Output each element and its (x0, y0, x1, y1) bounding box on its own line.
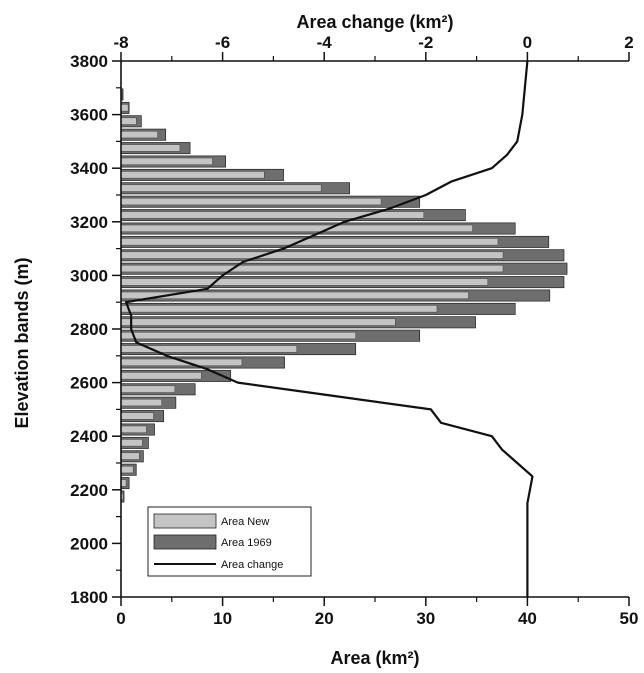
top-tick-label: -4 (317, 33, 333, 52)
bar-area-new (120, 439, 143, 447)
y-tick-label: 3600 (70, 106, 108, 125)
bar-area-new (120, 318, 396, 326)
legend-label-area-1969: Area 1969 (221, 537, 272, 549)
y-axis-title: Elevation bands (m) (12, 257, 32, 428)
legend-label-area-change: Area change (221, 559, 283, 571)
y-tick-label: 2600 (70, 374, 108, 393)
bar-area-new (120, 465, 134, 474)
bar-area-new (120, 144, 181, 152)
bar-area-new (120, 251, 504, 259)
bar-area-new (120, 264, 504, 273)
top-tick-label: -8 (113, 33, 128, 52)
bottom-axis-title: Area (km²) (330, 648, 419, 668)
bottom-tick-label: 0 (116, 609, 125, 628)
top-tick-label: 0 (523, 33, 532, 52)
legend-swatch-area-new (153, 513, 217, 529)
top-axis-title: Area change (km²) (296, 12, 453, 32)
y-tick-label: 1800 (70, 588, 108, 607)
bar-area-new (120, 372, 202, 380)
bar-area-new (120, 412, 154, 420)
bar-area-new (120, 117, 137, 125)
bar-area-new (120, 385, 176, 393)
bar-area-new (120, 398, 162, 407)
y-tick-label: 2800 (70, 320, 108, 339)
bar-area-new (120, 197, 382, 206)
bottom-tick-label: 20 (315, 609, 334, 628)
y-tick-label: 2000 (70, 534, 108, 553)
bar-area-new (120, 224, 473, 232)
bar-area-new (120, 171, 265, 179)
bar-area-new (120, 305, 438, 313)
y-tick-label: 2200 (70, 481, 108, 500)
ticks-layer: 1800200022002400260028003000320034003600… (70, 33, 638, 628)
bottom-tick-label: 50 (620, 609, 639, 628)
bar-area-new (120, 278, 489, 286)
line-area-change (124, 60, 534, 597)
legend-label-area-new: Area New (221, 516, 269, 528)
bar-area-new (120, 104, 129, 112)
top-tick-label: -6 (215, 33, 230, 52)
bar-area-new (120, 331, 356, 340)
legend-swatch-area-1969 (153, 534, 217, 550)
bar-area-new (120, 157, 213, 165)
bar-area-new (120, 238, 499, 246)
bottom-tick-label: 10 (213, 609, 232, 628)
y-tick-label: 2400 (70, 427, 108, 446)
bars-layer (120, 88, 568, 503)
bar-area-new (120, 184, 322, 192)
legend: Area New Area 1969 Area change (147, 506, 312, 577)
bar-area-new (120, 452, 140, 460)
y-tick-label: 3400 (70, 159, 108, 178)
bar-area-new (120, 130, 158, 139)
top-tick-label: 2 (624, 33, 633, 52)
y-tick-label: 3200 (70, 213, 108, 232)
bar-area-new (120, 425, 147, 433)
bottom-tick-label: 40 (518, 609, 537, 628)
y-tick-label: 3800 (70, 52, 108, 71)
bottom-tick-label: 30 (416, 609, 435, 628)
top-tick-label: -2 (418, 33, 433, 52)
y-tick-label: 3000 (70, 266, 108, 285)
line-layer (124, 60, 534, 597)
